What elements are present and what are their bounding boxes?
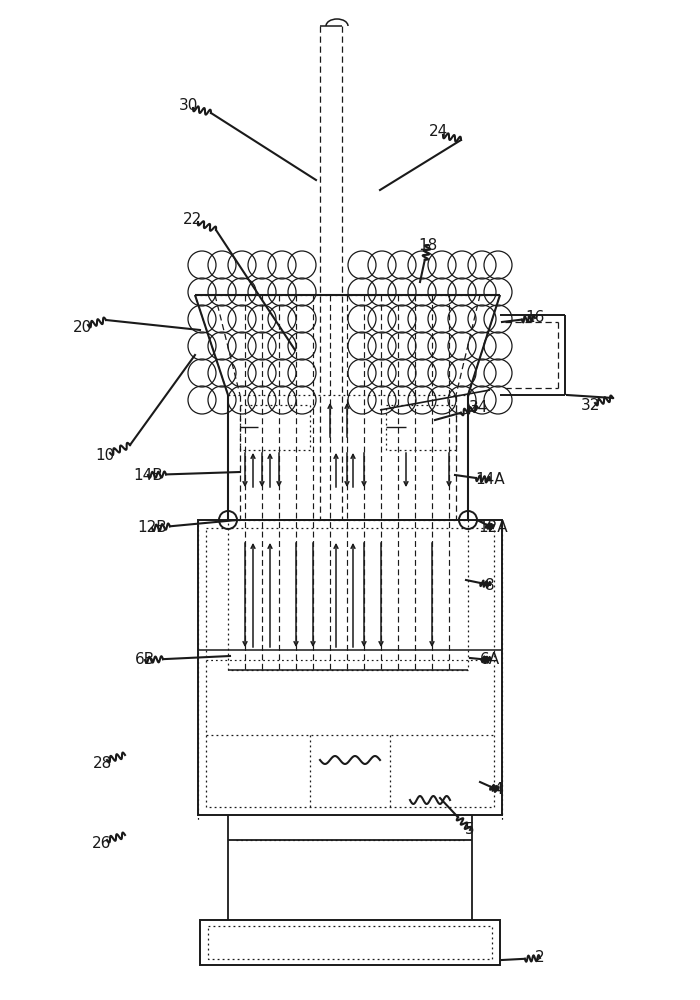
Text: 8: 8 (485, 578, 495, 592)
Text: 6A: 6A (480, 652, 500, 668)
Text: 10: 10 (95, 448, 115, 462)
Text: 12B: 12B (137, 520, 167, 536)
Text: 32: 32 (580, 398, 600, 414)
Text: 18: 18 (419, 237, 438, 252)
Bar (198, 520, 502, 815)
Bar (228, 520, 468, 670)
Text: 30: 30 (178, 98, 197, 112)
Text: 14A: 14A (475, 473, 505, 488)
Text: 2: 2 (536, 950, 545, 966)
Bar (208, 926, 492, 959)
Bar (240, 405, 310, 450)
Text: 12A: 12A (478, 520, 508, 536)
Text: 34: 34 (468, 400, 488, 416)
Bar (386, 405, 456, 450)
Bar (200, 920, 500, 965)
Text: 5: 5 (466, 822, 475, 838)
Text: 28: 28 (92, 756, 111, 770)
Text: 26: 26 (92, 836, 112, 850)
Text: 14B: 14B (133, 468, 163, 483)
Text: 20: 20 (74, 320, 92, 336)
Text: 6B: 6B (135, 652, 155, 668)
Text: 4: 4 (494, 782, 503, 798)
Bar (206, 528, 494, 807)
Text: 16: 16 (525, 310, 545, 326)
Text: 24: 24 (428, 124, 447, 139)
Text: 22: 22 (183, 212, 202, 227)
